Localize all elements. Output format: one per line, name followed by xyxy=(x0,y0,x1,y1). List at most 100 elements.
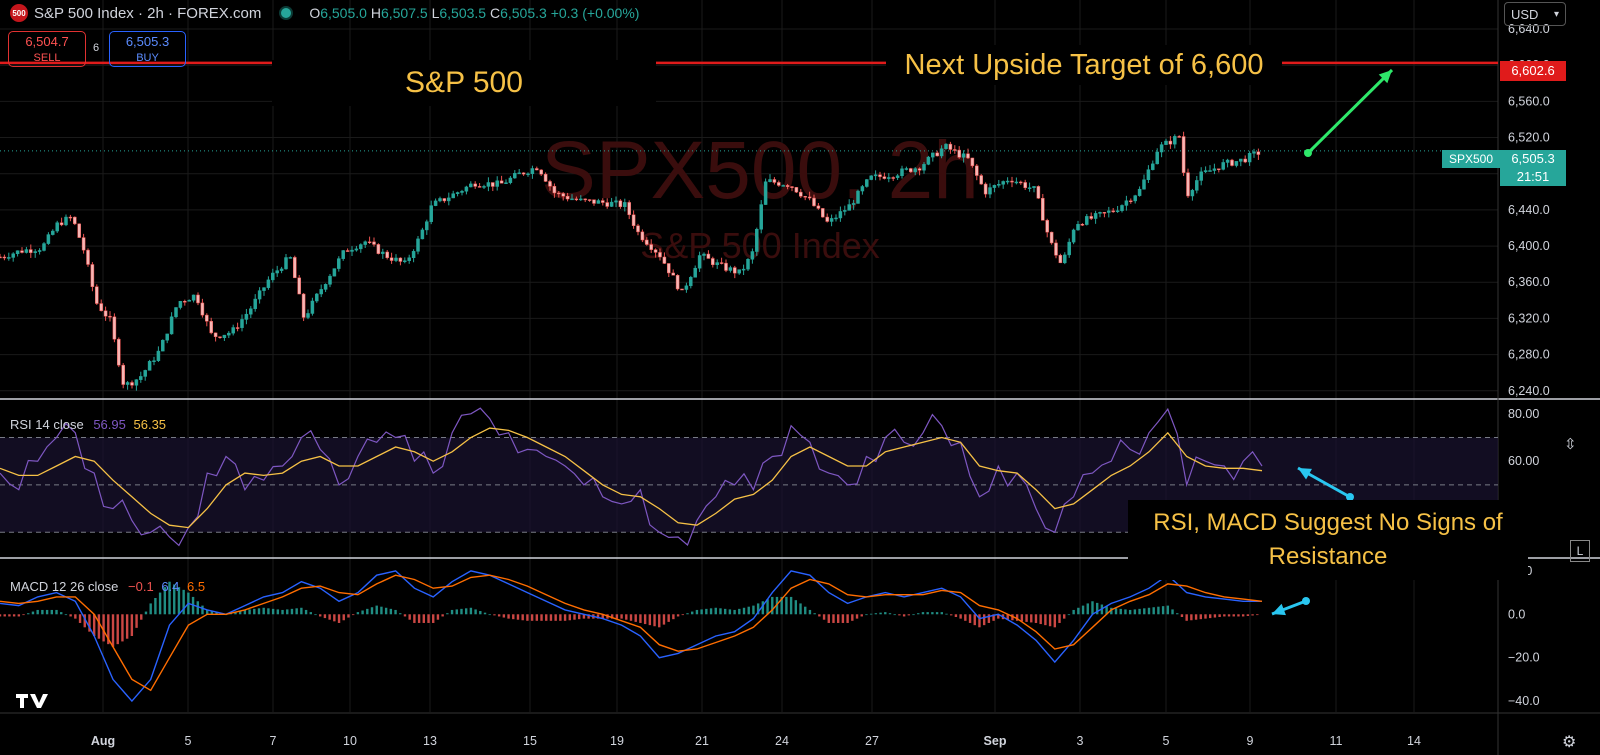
candle-body xyxy=(46,234,51,244)
macd-histogram-bar xyxy=(1147,607,1151,615)
candle-body xyxy=(799,191,803,197)
candle-body xyxy=(671,272,675,276)
candle-body xyxy=(609,201,614,207)
macd-histogram-bar xyxy=(582,614,586,619)
macd-histogram-bar xyxy=(446,613,449,615)
macd-histogram-bar xyxy=(841,614,845,623)
candle-body xyxy=(95,286,99,304)
target-arrow-dot xyxy=(1304,149,1312,157)
candle-body xyxy=(1159,144,1164,153)
macd-histogram-bar xyxy=(290,608,294,615)
macd-histogram-bar xyxy=(752,605,755,615)
candle-body xyxy=(645,239,649,245)
candle-body xyxy=(152,360,156,362)
candle-body xyxy=(816,205,821,209)
candle-body xyxy=(733,267,737,274)
currency-select[interactable]: USD ▾ xyxy=(1504,2,1566,26)
candle-body xyxy=(438,198,442,202)
macd-histogram-bar xyxy=(507,614,510,619)
candle-body xyxy=(1186,172,1190,197)
candle-body xyxy=(790,186,794,188)
macd-histogram-bar xyxy=(596,614,600,619)
candle-body xyxy=(262,287,266,291)
x-tick-label: Aug xyxy=(91,734,115,748)
macd-histogram-bar xyxy=(1063,614,1066,619)
candle-body xyxy=(332,268,337,277)
candle-body xyxy=(891,177,895,179)
macd-histogram-bar xyxy=(822,614,826,620)
spread-value: 6 xyxy=(93,42,100,54)
x-axis: Aug 5 7 10 13 15 19 21 24 27 Sep 3 5 9 11 14 xyxy=(91,734,1421,748)
macd-histogram-bar xyxy=(50,609,53,615)
buy-button[interactable]: 6,505.3 BUY xyxy=(109,31,186,67)
candle-body xyxy=(631,214,636,226)
macd-histogram-bar xyxy=(356,612,360,615)
candle-body xyxy=(372,241,376,245)
macd-histogram-bar xyxy=(709,608,713,615)
candle-body xyxy=(266,279,271,288)
macd-histogram-bar xyxy=(846,614,849,623)
candle-body xyxy=(574,198,579,201)
candle-body xyxy=(887,177,891,179)
macd-histogram-bar xyxy=(97,614,101,639)
candle-body xyxy=(469,183,473,188)
macd-histogram-bar xyxy=(271,608,275,615)
macd-histogram-bar xyxy=(413,614,416,623)
candle-body xyxy=(636,225,640,233)
candle-body xyxy=(385,251,389,258)
macd-histogram-bar xyxy=(950,614,953,616)
candle-body xyxy=(257,290,262,300)
candle-body xyxy=(1124,200,1129,206)
macd-histogram-bar xyxy=(149,603,152,615)
candle-body xyxy=(108,315,112,318)
macd-histogram-bar xyxy=(267,608,270,615)
candle-body xyxy=(535,168,539,171)
candle-body xyxy=(55,222,59,232)
macd-histogram-bar xyxy=(3,614,6,617)
candle-body xyxy=(966,153,970,159)
candle-body xyxy=(33,251,37,253)
candle-body xyxy=(301,293,306,318)
candle-body xyxy=(156,350,161,361)
macd-histogram-bar xyxy=(1204,614,1207,619)
candle-body xyxy=(847,204,851,211)
chart-title[interactable]: S&P 500 Index · 2h · FOREX.com xyxy=(34,4,262,22)
tradingview-logo[interactable] xyxy=(14,692,50,716)
macd-histogram-bar xyxy=(973,614,976,626)
macd-histogram-bar xyxy=(1020,614,1024,622)
macd-histogram-bar xyxy=(945,613,948,615)
candle-body xyxy=(711,258,715,265)
y-tick-label: 6,320.0 xyxy=(1508,311,1550,325)
macd-histogram-bar xyxy=(83,614,86,628)
candle-body xyxy=(253,298,257,309)
macd-histogram-bar xyxy=(813,613,816,615)
macd-histogram-bar xyxy=(1048,614,1052,627)
candle-body xyxy=(970,157,975,167)
macd-histogram-bar xyxy=(794,600,798,615)
macd-histogram-bar xyxy=(55,609,58,615)
sell-button[interactable]: 6,504.7 SELL xyxy=(8,31,86,67)
macd-histogram-bar xyxy=(832,614,835,623)
candle-body xyxy=(284,257,288,270)
macd-histogram-bar xyxy=(733,609,736,615)
macd-histogram-bar xyxy=(747,606,750,615)
macd-histogram-bar xyxy=(771,596,774,615)
candle-body xyxy=(860,186,865,192)
rsi-y-tick-label: 80.00 xyxy=(1508,407,1539,421)
macd-histogram-bar xyxy=(869,613,873,615)
candle-body xyxy=(499,180,504,184)
macd-histogram-bar xyxy=(954,614,958,617)
log-scale-button[interactable]: L xyxy=(1570,540,1590,562)
candle-body xyxy=(1067,241,1071,256)
scale-toggle-icon[interactable]: ⇳ xyxy=(1564,436,1577,453)
candle-body xyxy=(689,277,693,287)
candle-body xyxy=(376,244,381,254)
settings-icon[interactable]: ⚙ xyxy=(1562,734,1577,751)
macd-histogram-bar xyxy=(516,614,520,620)
candle-body xyxy=(517,172,521,175)
candle-body xyxy=(315,293,319,302)
macd-y-tick-label: 0.0 xyxy=(1508,607,1525,621)
macd-histogram-bar xyxy=(1237,614,1240,617)
